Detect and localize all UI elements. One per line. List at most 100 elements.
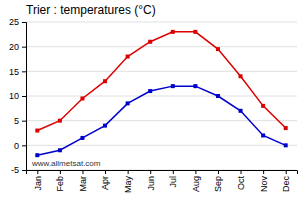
marker: [58, 119, 62, 123]
x-tick: May: [123, 170, 133, 193]
marker: [284, 126, 288, 130]
grid: [26, 22, 297, 170]
y-tick-label: 5: [14, 116, 19, 126]
x-tick-mark: [173, 170, 174, 174]
y-tick-label: -5: [11, 165, 19, 175]
marker: [193, 84, 197, 88]
marker: [58, 148, 62, 152]
x-tick-mark: [150, 170, 151, 174]
x-tick: Oct: [236, 170, 246, 190]
y-tick-mark: [22, 121, 26, 122]
y-tick: 25: [9, 17, 26, 27]
plot: -5 0 5 10 15 20 25 Jan Feb Mar Apr May Jun Jul Aug Sep O…: [9, 17, 298, 193]
x-tick-label: Jun: [146, 176, 156, 191]
title: Trier : temperatures (°C): [26, 3, 156, 17]
x-tick: Jun: [146, 170, 156, 191]
marker: [103, 124, 107, 128]
series: [35, 30, 287, 133]
marker: [216, 47, 220, 51]
marker: [261, 104, 265, 108]
x-tick-mark: [82, 170, 83, 174]
x-tick-label: Sep: [213, 176, 223, 192]
marker: [35, 129, 39, 133]
marks: [35, 30, 287, 157]
grid-line: [26, 46, 297, 47]
marker: [239, 74, 243, 78]
marker: [35, 153, 39, 157]
y-axis: -5 0 5 10 15 20 25: [9, 17, 27, 175]
marker: [80, 136, 84, 140]
x-tick-label: Feb: [55, 176, 65, 192]
x-tick: Sep: [213, 170, 223, 192]
marker: [80, 96, 84, 100]
y-tick: 5: [14, 116, 26, 126]
x-tick-mark: [195, 170, 196, 174]
y-tick-mark: [22, 71, 26, 72]
x-tick-label: May: [123, 176, 133, 194]
y-tick-mark: [22, 47, 26, 48]
x-tick-label: Dec: [281, 176, 291, 193]
chart: -5 0 5 10 15 20 25 Jan Feb Mar Apr May Jun Jul Aug Sep O…: [0, 0, 305, 200]
marker: [148, 89, 152, 93]
marker: [239, 109, 243, 113]
x-tick-mark: [263, 170, 264, 174]
y-tick: -5: [11, 165, 26, 175]
x-tick-mark: [128, 170, 129, 174]
x-tick-mark: [60, 170, 61, 174]
x-tick: Jul: [168, 170, 178, 188]
y-tick-label: 20: [9, 42, 19, 52]
y-tick: 0: [14, 141, 26, 151]
line: [37, 32, 285, 131]
grid-line: [26, 22, 297, 23]
marker: [103, 79, 107, 83]
grid-line: [26, 120, 297, 121]
x-tick-label: Oct: [236, 176, 246, 191]
annotation: www.allmetsat.com: [31, 159, 101, 168]
marker: [193, 30, 197, 34]
x-tick-mark: [241, 170, 242, 174]
y-tick: 10: [9, 91, 26, 101]
x-tick: Apr: [100, 170, 110, 190]
x-tick: Dec: [281, 170, 291, 192]
marker: [171, 30, 175, 34]
marker: [126, 101, 130, 105]
series: [35, 84, 287, 157]
x-tick-label: Aug: [191, 176, 201, 192]
y-tick-mark: [22, 22, 26, 23]
x-tick-label: Nov: [259, 176, 269, 193]
marker: [126, 55, 130, 59]
x-tick-label: Jul: [168, 176, 178, 188]
x-tick: Aug: [191, 170, 201, 192]
grid-line: [26, 71, 297, 72]
x-tick-mark: [37, 170, 38, 174]
y-tick-label: 25: [9, 17, 19, 27]
x-axis: Jan Feb Mar Apr May Jun Jul Aug Sep Oct Nov Dec: [27, 170, 298, 193]
x-tick: Feb: [55, 170, 65, 192]
y-tick: 20: [9, 42, 26, 52]
x-tick: Jan: [33, 170, 43, 191]
y-tick-label: 0: [14, 141, 19, 151]
x-tick-mark: [218, 170, 219, 174]
marker: [171, 84, 175, 88]
y-tick-mark: [22, 145, 26, 146]
x-tick-mark: [286, 170, 287, 174]
y-tick-label: 10: [9, 91, 19, 101]
marker: [284, 143, 288, 147]
marker: [261, 133, 265, 137]
grid-line: [26, 145, 297, 146]
x-tick-mark: [105, 170, 106, 174]
marker: [216, 94, 220, 98]
x-tick: Mar: [78, 170, 88, 192]
x-tick: Nov: [259, 170, 269, 192]
y-tick-label: 15: [9, 67, 19, 77]
marker: [148, 40, 152, 44]
x-tick-label: Mar: [78, 176, 88, 192]
y-tick: 15: [9, 67, 26, 77]
x-tick-label: Jan: [33, 176, 43, 191]
y-tick-mark: [22, 96, 26, 97]
y-axis-line: [22, 23, 27, 171]
x-tick-label: Apr: [100, 176, 110, 190]
x-axis-line: [27, 171, 298, 175]
line: [37, 86, 285, 155]
y-tick-mark: [22, 170, 26, 171]
